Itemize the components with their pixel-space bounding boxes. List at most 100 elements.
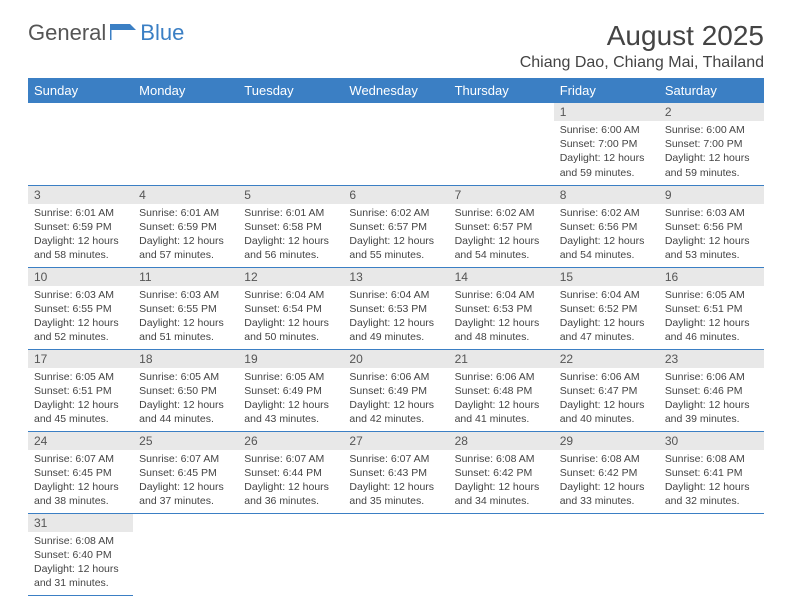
day-content: Sunrise: 6:05 AMSunset: 6:50 PMDaylight:… (133, 368, 238, 431)
weekday-header: Friday (554, 78, 659, 103)
brand-name-2: Blue (140, 20, 184, 46)
day-number: 27 (343, 432, 448, 450)
day-number: 11 (133, 268, 238, 286)
calendar-cell: 6Sunrise: 6:02 AMSunset: 6:57 PMDaylight… (343, 185, 448, 267)
day-content: Sunrise: 6:05 AMSunset: 6:49 PMDaylight:… (238, 368, 343, 431)
month-title: August 2025 (520, 20, 764, 52)
day-number: 20 (343, 350, 448, 368)
day-content: Sunrise: 6:02 AMSunset: 6:57 PMDaylight:… (449, 204, 554, 267)
day-content: Sunrise: 6:06 AMSunset: 6:49 PMDaylight:… (343, 368, 448, 431)
brand-logo: General Blue (28, 20, 184, 46)
day-number: 30 (659, 432, 764, 450)
calendar-row: 3Sunrise: 6:01 AMSunset: 6:59 PMDaylight… (28, 185, 764, 267)
calendar-cell: 29Sunrise: 6:08 AMSunset: 6:42 PMDayligh… (554, 431, 659, 513)
day-content: Sunrise: 6:07 AMSunset: 6:45 PMDaylight:… (133, 450, 238, 513)
weekday-header: Wednesday (343, 78, 448, 103)
day-number: 10 (28, 268, 133, 286)
day-number: 28 (449, 432, 554, 450)
calendar-cell: 17Sunrise: 6:05 AMSunset: 6:51 PMDayligh… (28, 349, 133, 431)
calendar-cell (238, 103, 343, 185)
location: Chiang Dao, Chiang Mai, Thailand (520, 54, 764, 72)
calendar-cell: 2Sunrise: 6:00 AMSunset: 7:00 PMDaylight… (659, 103, 764, 185)
calendar-cell (343, 513, 448, 595)
day-number: 9 (659, 186, 764, 204)
calendar-page: General Blue August 2025 Chiang Dao, Chi… (0, 0, 792, 616)
calendar-cell: 26Sunrise: 6:07 AMSunset: 6:44 PMDayligh… (238, 431, 343, 513)
weekday-header: Sunday (28, 78, 133, 103)
calendar-cell: 19Sunrise: 6:05 AMSunset: 6:49 PMDayligh… (238, 349, 343, 431)
day-number: 12 (238, 268, 343, 286)
day-content: Sunrise: 6:01 AMSunset: 6:59 PMDaylight:… (28, 204, 133, 267)
calendar-cell: 23Sunrise: 6:06 AMSunset: 6:46 PMDayligh… (659, 349, 764, 431)
calendar-cell: 12Sunrise: 6:04 AMSunset: 6:54 PMDayligh… (238, 267, 343, 349)
day-number: 15 (554, 268, 659, 286)
day-number: 18 (133, 350, 238, 368)
calendar-cell: 4Sunrise: 6:01 AMSunset: 6:59 PMDaylight… (133, 185, 238, 267)
calendar-cell: 7Sunrise: 6:02 AMSunset: 6:57 PMDaylight… (449, 185, 554, 267)
calendar-cell: 30Sunrise: 6:08 AMSunset: 6:41 PMDayligh… (659, 431, 764, 513)
day-number: 25 (133, 432, 238, 450)
calendar-cell: 14Sunrise: 6:04 AMSunset: 6:53 PMDayligh… (449, 267, 554, 349)
day-number: 21 (449, 350, 554, 368)
brand-name-1: General (28, 20, 106, 46)
calendar-cell: 21Sunrise: 6:06 AMSunset: 6:48 PMDayligh… (449, 349, 554, 431)
calendar-cell (449, 103, 554, 185)
calendar-row: 1Sunrise: 6:00 AMSunset: 7:00 PMDaylight… (28, 103, 764, 185)
day-number: 4 (133, 186, 238, 204)
header: General Blue August 2025 Chiang Dao, Chi… (28, 20, 764, 72)
day-content: Sunrise: 6:00 AMSunset: 7:00 PMDaylight:… (554, 121, 659, 184)
calendar-cell: 31Sunrise: 6:08 AMSunset: 6:40 PMDayligh… (28, 513, 133, 595)
calendar-cell: 8Sunrise: 6:02 AMSunset: 6:56 PMDaylight… (554, 185, 659, 267)
calendar-cell (28, 103, 133, 185)
weekday-header: Monday (133, 78, 238, 103)
calendar-cell: 24Sunrise: 6:07 AMSunset: 6:45 PMDayligh… (28, 431, 133, 513)
calendar-table: SundayMondayTuesdayWednesdayThursdayFrid… (28, 78, 764, 596)
day-number: 26 (238, 432, 343, 450)
calendar-cell: 11Sunrise: 6:03 AMSunset: 6:55 PMDayligh… (133, 267, 238, 349)
calendar-row: 24Sunrise: 6:07 AMSunset: 6:45 PMDayligh… (28, 431, 764, 513)
calendar-cell (343, 103, 448, 185)
calendar-cell: 18Sunrise: 6:05 AMSunset: 6:50 PMDayligh… (133, 349, 238, 431)
day-content: Sunrise: 6:02 AMSunset: 6:57 PMDaylight:… (343, 204, 448, 267)
day-number: 5 (238, 186, 343, 204)
day-number: 8 (554, 186, 659, 204)
calendar-cell: 27Sunrise: 6:07 AMSunset: 6:43 PMDayligh… (343, 431, 448, 513)
day-content: Sunrise: 6:03 AMSunset: 6:55 PMDaylight:… (28, 286, 133, 349)
day-number: 7 (449, 186, 554, 204)
calendar-cell: 15Sunrise: 6:04 AMSunset: 6:52 PMDayligh… (554, 267, 659, 349)
calendar-cell: 25Sunrise: 6:07 AMSunset: 6:45 PMDayligh… (133, 431, 238, 513)
day-number: 3 (28, 186, 133, 204)
day-content: Sunrise: 6:04 AMSunset: 6:53 PMDaylight:… (449, 286, 554, 349)
day-content: Sunrise: 6:08 AMSunset: 6:41 PMDaylight:… (659, 450, 764, 513)
calendar-cell: 1Sunrise: 6:00 AMSunset: 7:00 PMDaylight… (554, 103, 659, 185)
day-content: Sunrise: 6:05 AMSunset: 6:51 PMDaylight:… (659, 286, 764, 349)
day-content: Sunrise: 6:01 AMSunset: 6:59 PMDaylight:… (133, 204, 238, 267)
day-content: Sunrise: 6:08 AMSunset: 6:42 PMDaylight:… (449, 450, 554, 513)
day-number: 1 (554, 103, 659, 121)
day-number: 2 (659, 103, 764, 121)
calendar-cell: 13Sunrise: 6:04 AMSunset: 6:53 PMDayligh… (343, 267, 448, 349)
calendar-cell: 5Sunrise: 6:01 AMSunset: 6:58 PMDaylight… (238, 185, 343, 267)
calendar-cell: 20Sunrise: 6:06 AMSunset: 6:49 PMDayligh… (343, 349, 448, 431)
day-content: Sunrise: 6:06 AMSunset: 6:48 PMDaylight:… (449, 368, 554, 431)
day-content: Sunrise: 6:03 AMSunset: 6:55 PMDaylight:… (133, 286, 238, 349)
day-number: 31 (28, 514, 133, 532)
calendar-cell: 3Sunrise: 6:01 AMSunset: 6:59 PMDaylight… (28, 185, 133, 267)
day-number: 29 (554, 432, 659, 450)
day-content: Sunrise: 6:08 AMSunset: 6:40 PMDaylight:… (28, 532, 133, 595)
day-content: Sunrise: 6:06 AMSunset: 6:46 PMDaylight:… (659, 368, 764, 431)
title-block: August 2025 Chiang Dao, Chiang Mai, Thai… (520, 20, 764, 72)
day-content: Sunrise: 6:04 AMSunset: 6:53 PMDaylight:… (343, 286, 448, 349)
calendar-cell: 22Sunrise: 6:06 AMSunset: 6:47 PMDayligh… (554, 349, 659, 431)
day-content: Sunrise: 6:08 AMSunset: 6:42 PMDaylight:… (554, 450, 659, 513)
day-number: 17 (28, 350, 133, 368)
flag-icon (110, 22, 136, 45)
day-content: Sunrise: 6:07 AMSunset: 6:44 PMDaylight:… (238, 450, 343, 513)
day-content: Sunrise: 6:06 AMSunset: 6:47 PMDaylight:… (554, 368, 659, 431)
calendar-cell: 9Sunrise: 6:03 AMSunset: 6:56 PMDaylight… (659, 185, 764, 267)
calendar-cell (554, 513, 659, 595)
day-number: 14 (449, 268, 554, 286)
day-number: 22 (554, 350, 659, 368)
day-content: Sunrise: 6:04 AMSunset: 6:52 PMDaylight:… (554, 286, 659, 349)
day-number: 6 (343, 186, 448, 204)
